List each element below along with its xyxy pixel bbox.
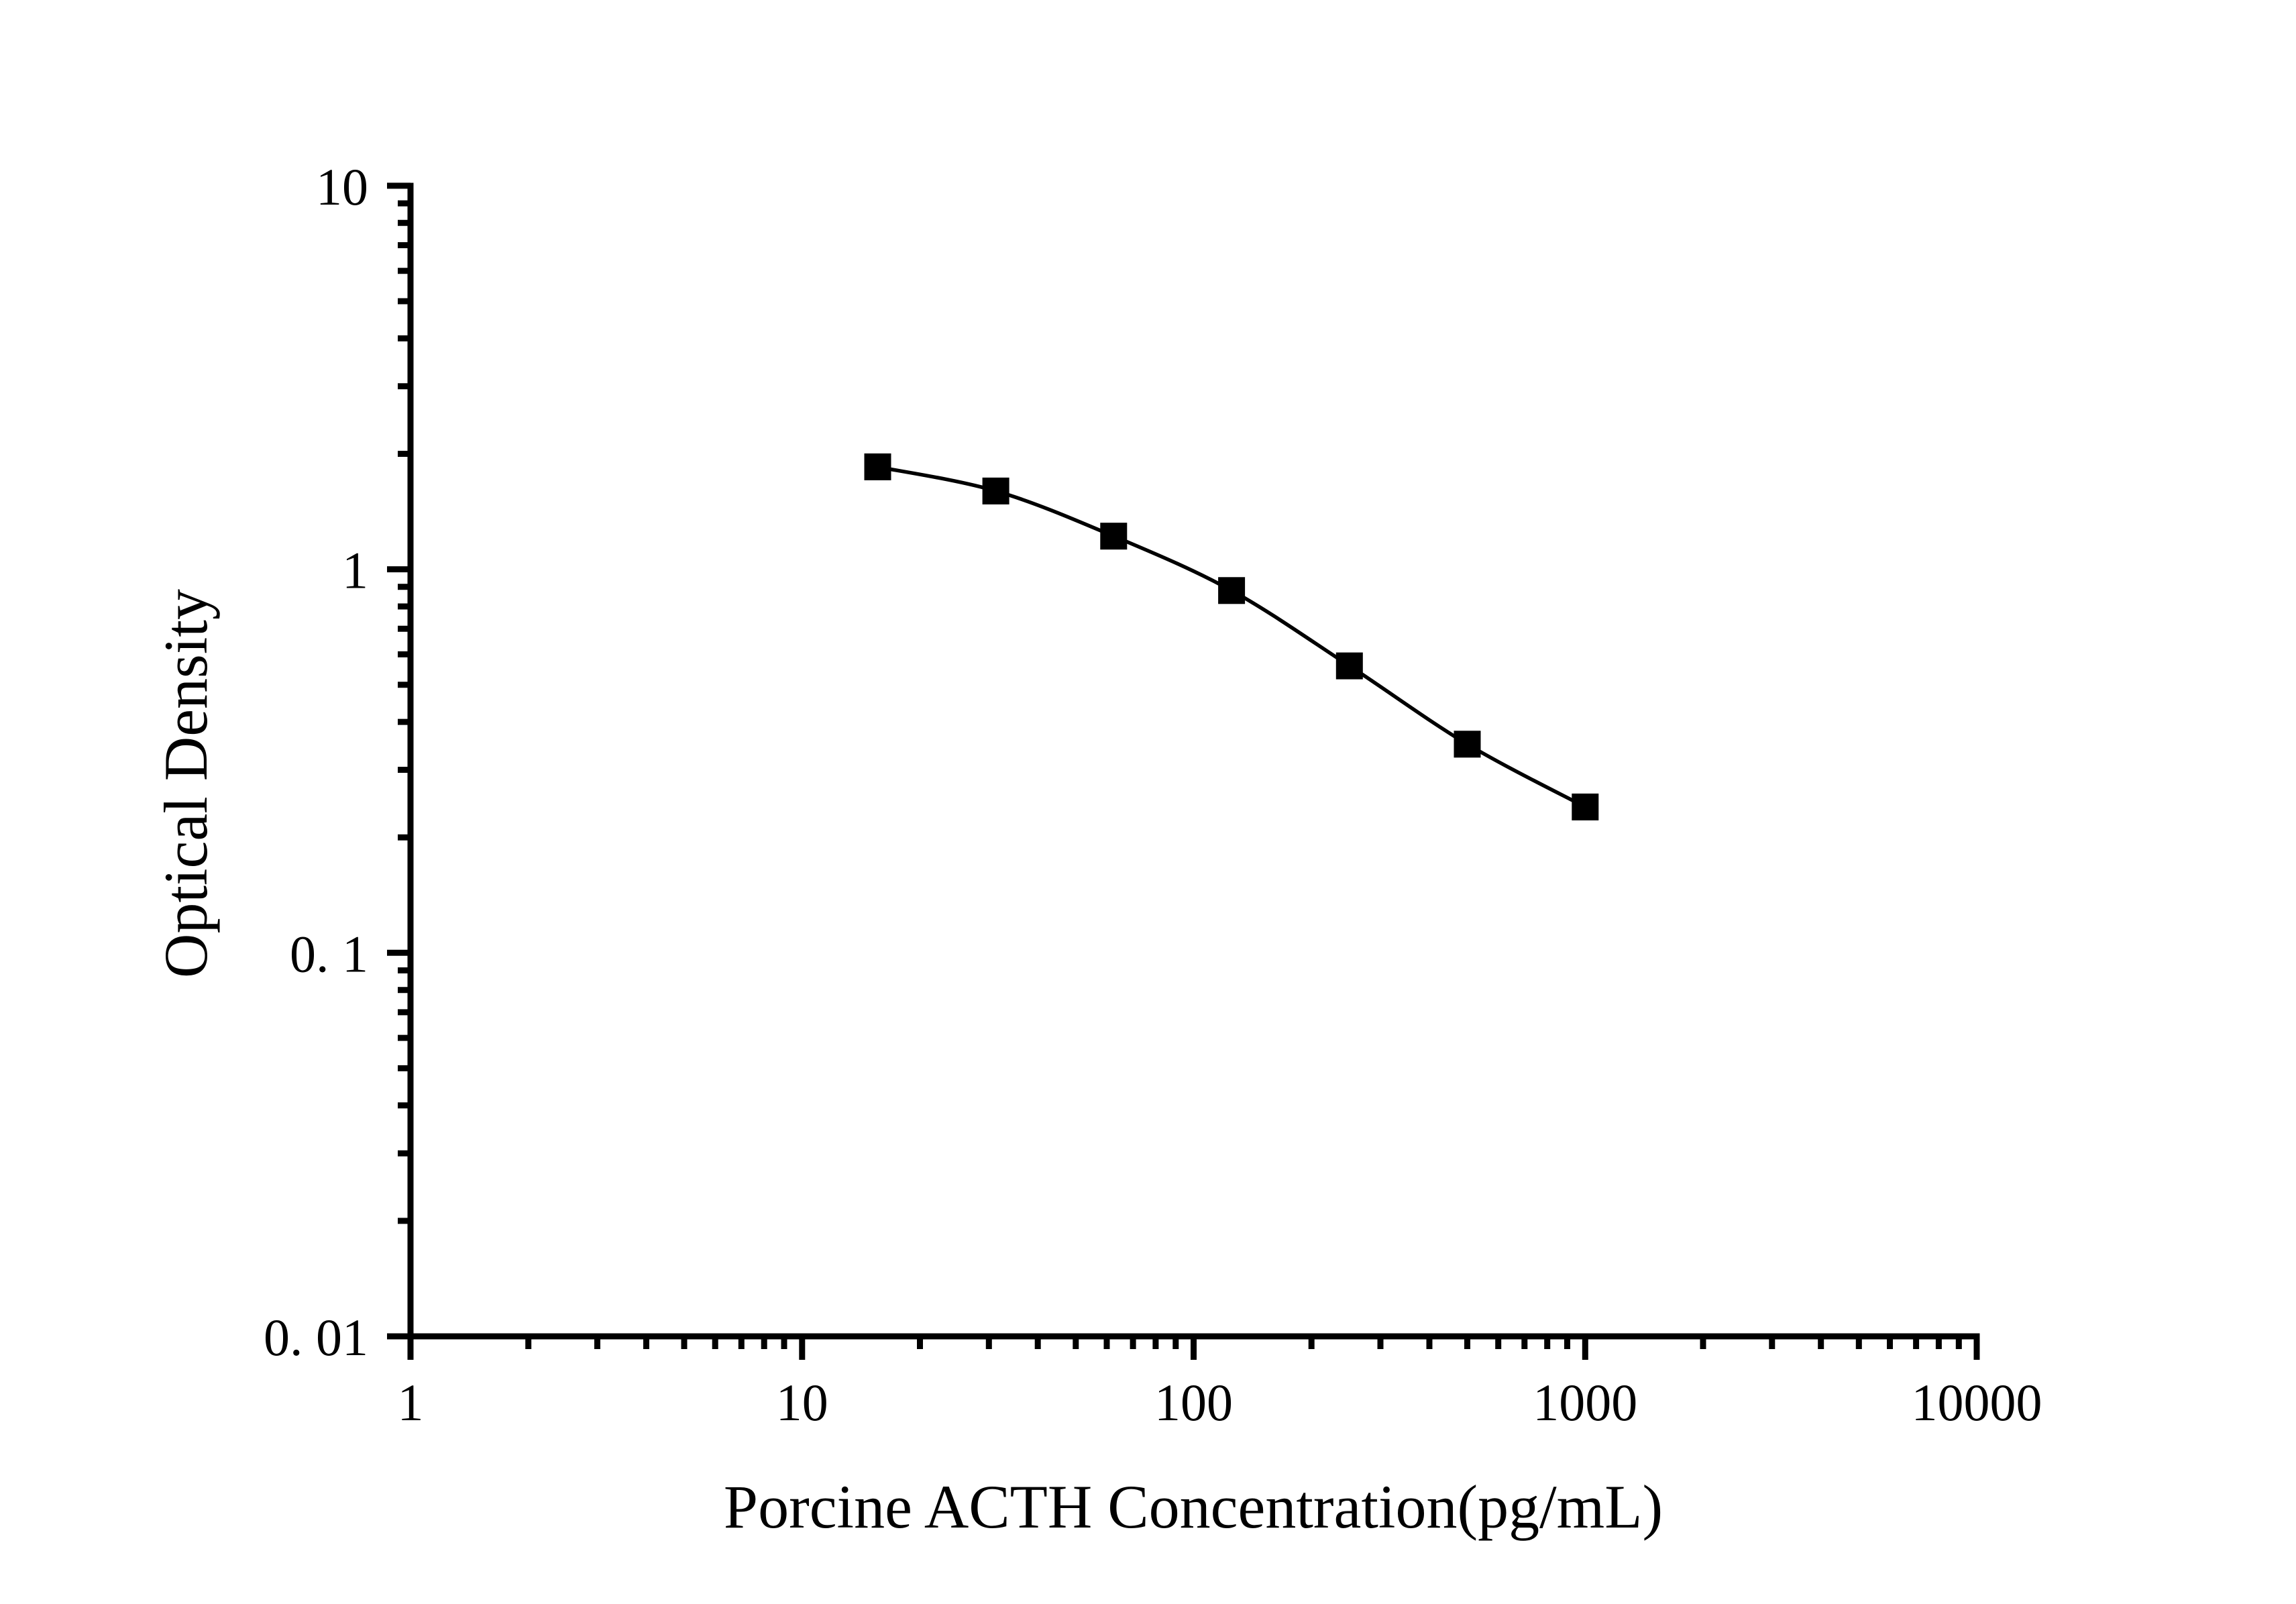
data-point-marker (1572, 793, 1599, 820)
data-point-marker (1218, 577, 1246, 604)
data-point-marker (1335, 652, 1363, 680)
data-layer (864, 453, 1599, 820)
x-tick-label: 10000 (1912, 1373, 2042, 1432)
data-point-marker (1100, 523, 1128, 550)
y-tick-label: 0. 01 (264, 1308, 368, 1367)
data-point-marker (982, 477, 1009, 504)
x-axis-title: Porcine ACTH Concentration(pg/mL) (724, 1473, 1663, 1541)
y-tick-label: 1 (342, 541, 368, 600)
axes-layer (387, 182, 1980, 1360)
y-tick-label: 0. 1 (290, 924, 368, 983)
y-axis-title: Optical Density (152, 589, 220, 978)
data-point-marker (864, 453, 891, 480)
y-tick-label: 10 (316, 158, 368, 216)
data-point-marker (1454, 731, 1481, 758)
x-tick-label: 1000 (1533, 1373, 1637, 1432)
x-tick-label: 10 (776, 1373, 828, 1432)
x-tick-label: 1 (398, 1373, 424, 1432)
x-tick-label: 100 (1154, 1373, 1233, 1432)
tick-label-layer: 10 1 0. 1 0. 01 1 10 100 1000 10000 (264, 158, 2042, 1432)
